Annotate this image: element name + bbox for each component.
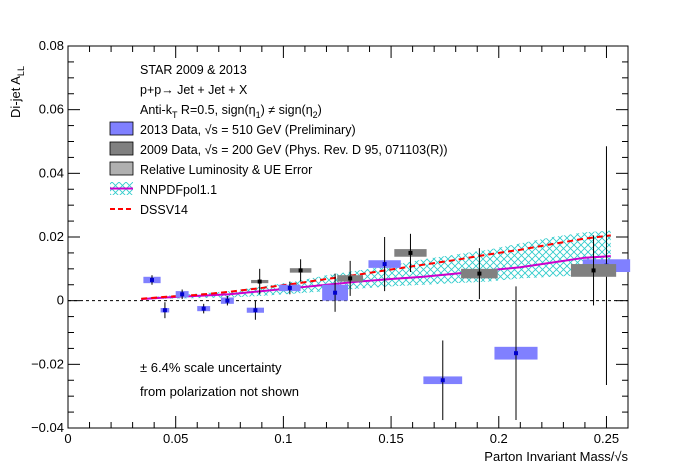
y-tick-label: −0.04 bbox=[31, 420, 64, 435]
dssv-line bbox=[141, 234, 611, 300]
legend-swatch-2009 bbox=[109, 141, 134, 156]
x-tick-label: 0.2 bbox=[490, 431, 508, 446]
legend-label-2013: 2013 Data, √s = 510 GeV (Preliminary) bbox=[140, 123, 356, 137]
legend-label-2009: 2009 Data, √s = 200 GeV (Phys. Rev. D 95… bbox=[140, 143, 448, 157]
data-point-2009 bbox=[348, 276, 353, 281]
x-tick-label: 0.25 bbox=[594, 431, 619, 446]
y-tick-label: 0.04 bbox=[39, 165, 64, 180]
header-experiment: STAR 2009 & 2013 bbox=[140, 63, 247, 77]
data-point-2013 bbox=[150, 277, 154, 282]
x-axis-title: Parton Invariant Mass/√s bbox=[484, 449, 628, 464]
data-point-2013 bbox=[162, 308, 167, 313]
chart-header: STAR 2009 & 2013 p+p→ Jet + Jet + X Anti… bbox=[140, 63, 322, 120]
y-tick-label: −0.02 bbox=[31, 356, 64, 371]
x-tick-label: 0.1 bbox=[274, 431, 292, 446]
data-point-2013 bbox=[514, 351, 518, 356]
nnpdf-line bbox=[141, 255, 611, 301]
header-process: p+p→ Jet + Jet + X bbox=[140, 83, 248, 97]
annotation-scale-uncertainty: ± 6.4% scale uncertainty bbox=[140, 360, 282, 375]
legend: 2013 Data, √s = 510 GeV (Preliminary) 20… bbox=[109, 121, 448, 217]
legend-label-dssv: DSSV14 bbox=[140, 203, 188, 217]
data-point-2013 bbox=[382, 262, 387, 267]
data-point-2013 bbox=[440, 378, 445, 383]
legend-swatch-2013 bbox=[109, 121, 134, 136]
header-jet-definition: Anti-kT R=0.5, sign(η1) ≠ sign(η2) bbox=[140, 103, 322, 120]
y-axis-title: Di-jet ALL bbox=[8, 66, 26, 118]
data-point-2013 bbox=[253, 308, 258, 313]
x-tick-label: 0.05 bbox=[163, 431, 188, 446]
data-point-2013 bbox=[225, 298, 230, 303]
data-point-2009 bbox=[257, 279, 262, 284]
data-point-2013 bbox=[333, 290, 338, 295]
annotation-polarization: from polarization not shown bbox=[140, 384, 299, 399]
data-point-2009 bbox=[591, 268, 596, 273]
data-point-2013 bbox=[287, 285, 292, 290]
y-tick-label: 0.08 bbox=[39, 38, 64, 53]
legend-label-nnpdf: NNPDFpol1.1 bbox=[140, 183, 217, 197]
data-point-2009 bbox=[408, 250, 413, 255]
legend-label-lumi: Relative Luminosity & UE Error bbox=[140, 163, 312, 177]
y-tick-label: 0.02 bbox=[39, 229, 64, 244]
data-point-2009 bbox=[477, 271, 482, 276]
data-point-2013 bbox=[201, 306, 206, 311]
nnpdf-uncertainty-band bbox=[141, 230, 611, 300]
data-point-2013 bbox=[180, 292, 185, 297]
y-tick-label: 0.06 bbox=[39, 102, 64, 117]
data-point-2009 bbox=[298, 268, 303, 273]
legend-swatch-lumi bbox=[109, 161, 134, 176]
y-tick-label: 0 bbox=[57, 293, 64, 308]
x-tick-label: 0 bbox=[64, 431, 71, 446]
x-tick-label: 0.15 bbox=[378, 431, 403, 446]
